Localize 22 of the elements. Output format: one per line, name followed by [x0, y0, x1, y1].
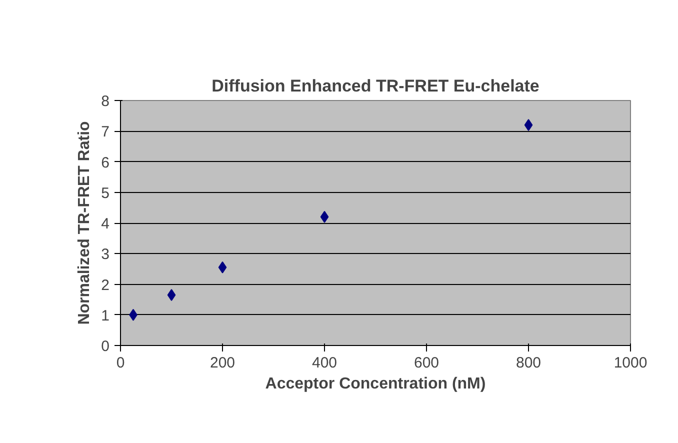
x-axis-title: Acceptor Concentration (nM) [265, 376, 486, 392]
y-tick-label: 7 [101, 124, 110, 141]
x-tick-label: 800 [516, 354, 542, 372]
chart-title: Diffusion Enhanced TR-FRET Eu-chelate [212, 76, 540, 96]
point [167, 288, 176, 301]
y-tick-label: 6 [101, 154, 110, 172]
x-tick-label: 0 [116, 354, 125, 372]
y-tick-label: 8 [101, 93, 110, 110]
y-axis-title: Normalized TR-FRET Ratio [76, 120, 94, 325]
y-tick-label: 2 [101, 276, 110, 294]
y-tick-label: 3 [101, 246, 110, 264]
y-tick-label: 4 [101, 216, 110, 232]
y-tick-label: 5 [101, 184, 110, 202]
x-tick-label: 400 [312, 354, 338, 372]
point [524, 119, 533, 131]
y-tick-label: 0 [101, 338, 110, 355]
point [218, 261, 227, 274]
x-tick-label: 1000 [614, 354, 648, 372]
y-tick-label: 1 [101, 307, 110, 324]
point [320, 210, 329, 223]
x-tick-label: 600 [414, 354, 440, 372]
x-tick-label: 200 [210, 354, 236, 372]
